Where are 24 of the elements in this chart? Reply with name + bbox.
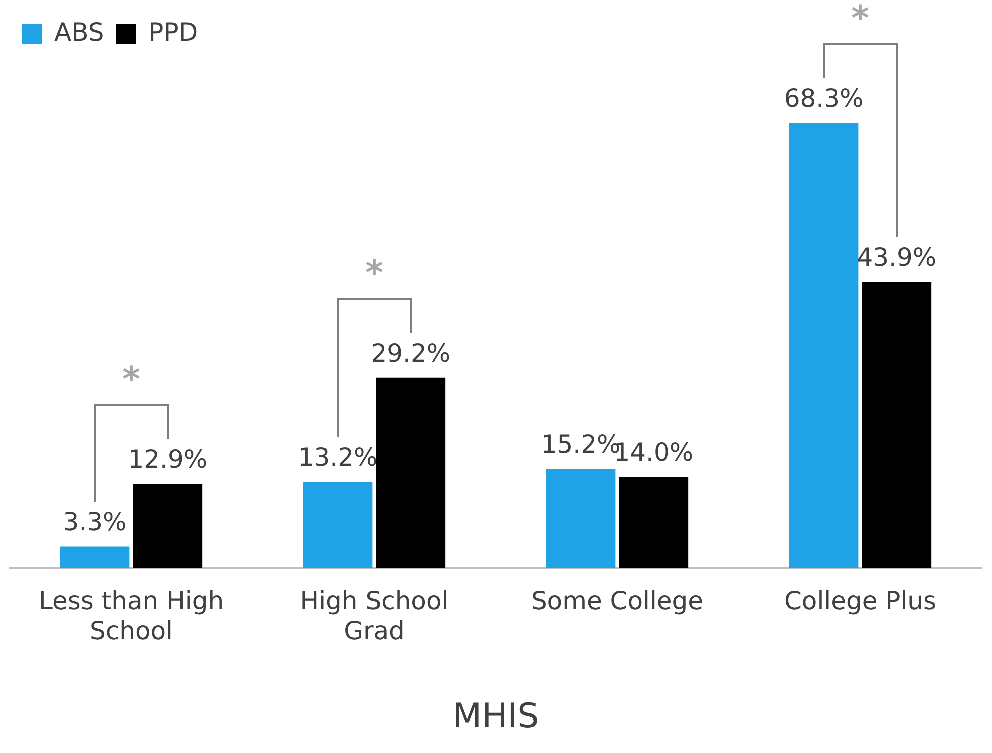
data-label: 43.9% <box>857 243 937 272</box>
annotation: * <box>366 254 384 294</box>
x-tick-label: College Plus <box>784 586 937 616</box>
data-label: 3.3% <box>63 508 127 537</box>
bar <box>789 123 859 568</box>
bar <box>619 476 689 568</box>
data-label: 29.2% <box>371 338 451 368</box>
text: * <box>852 0 870 39</box>
bar <box>303 482 373 568</box>
bar <box>60 546 130 568</box>
bar <box>376 378 446 568</box>
bar <box>133 484 203 568</box>
legend-label: ABS <box>54 18 104 47</box>
x-axis-title: MHIS <box>452 696 540 736</box>
x-tick-label: Some College <box>531 586 704 616</box>
x-tick-label: High School Grad <box>300 586 449 646</box>
data-label: 12.9% <box>128 445 208 474</box>
annotation: * <box>122 360 141 400</box>
data-label: 68.3% <box>784 84 864 114</box>
legend-label: PPD <box>148 18 198 47</box>
bar <box>546 469 616 568</box>
x-tick-label: Less than High School <box>38 586 224 646</box>
data-label: 13.2% <box>298 443 378 472</box>
bar <box>862 282 932 568</box>
